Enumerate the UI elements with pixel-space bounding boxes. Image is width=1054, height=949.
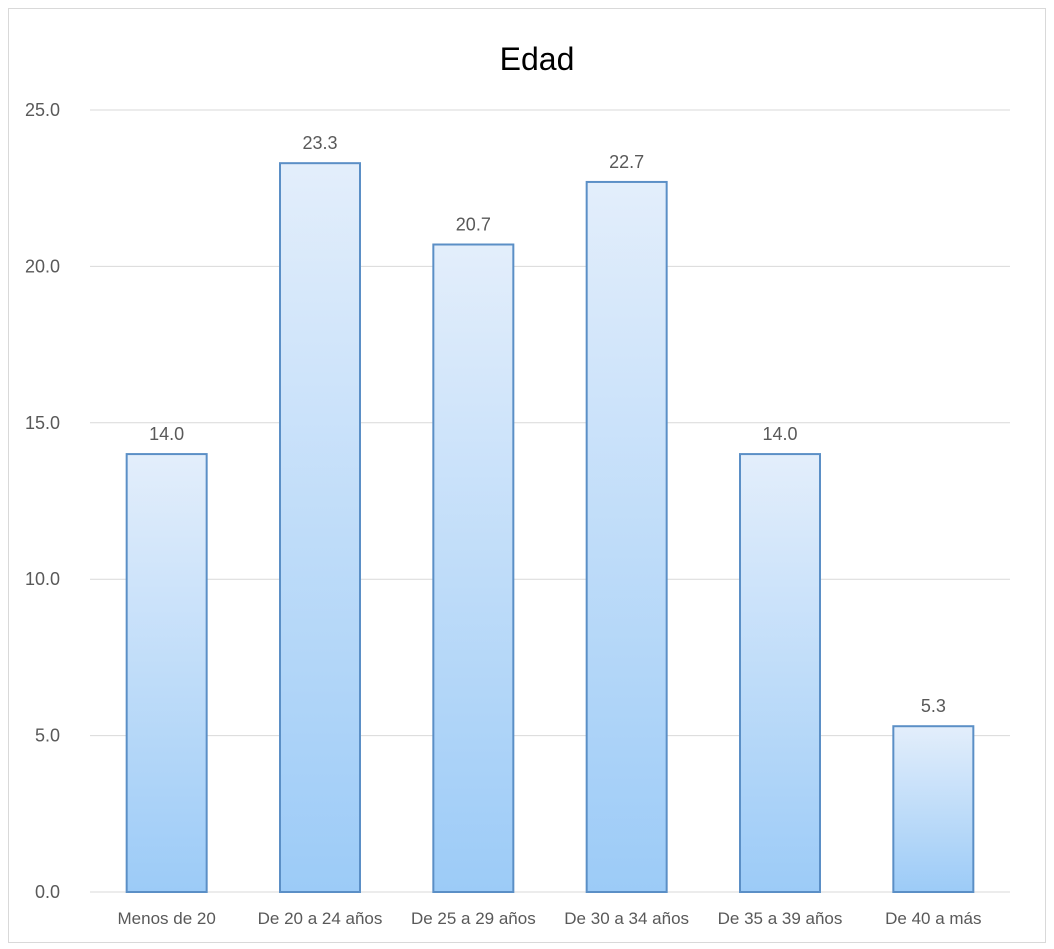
x-category-label: Menos de 20 [118,909,216,928]
y-axis-ticks: 0.0 5.0 10.0 15.0 20.0 25.0 [25,100,60,902]
bar [585,180,668,894]
y-tick-label: 5.0 [35,726,60,746]
data-label: 14.0 [149,424,184,444]
data-label: 23.3 [302,133,337,153]
data-labels: 14.0 23.3 20.7 22.7 14.0 5.3 [149,133,946,716]
bar [739,453,821,893]
y-tick-label: 15.0 [25,413,60,433]
x-category-label: De 20 a 24 años [258,909,383,928]
bar [432,243,515,893]
y-tick-label: 0.0 [35,882,60,902]
y-tick-label: 20.0 [25,256,60,276]
data-label: 22.7 [609,152,644,172]
data-label: 5.3 [921,696,946,716]
bar [892,725,975,893]
bar [279,162,361,893]
bar [125,453,208,893]
x-category-label: De 40 a más [885,909,981,928]
x-axis-categories: Menos de 20 De 20 a 24 años De 25 a 29 año… [118,909,982,928]
gridlines [90,109,1010,893]
x-category-label: De 35 a 39 años [718,909,843,928]
data-label: 20.7 [456,215,491,235]
y-tick-label: 10.0 [25,569,60,589]
x-category-label: De 30 a 34 años [564,909,689,928]
chart-title: Edad [500,41,575,77]
x-category-label: De 25 a 29 años [411,909,536,928]
data-label: 14.0 [762,424,797,444]
y-tick-label: 25.0 [25,100,60,120]
bars [125,162,975,894]
